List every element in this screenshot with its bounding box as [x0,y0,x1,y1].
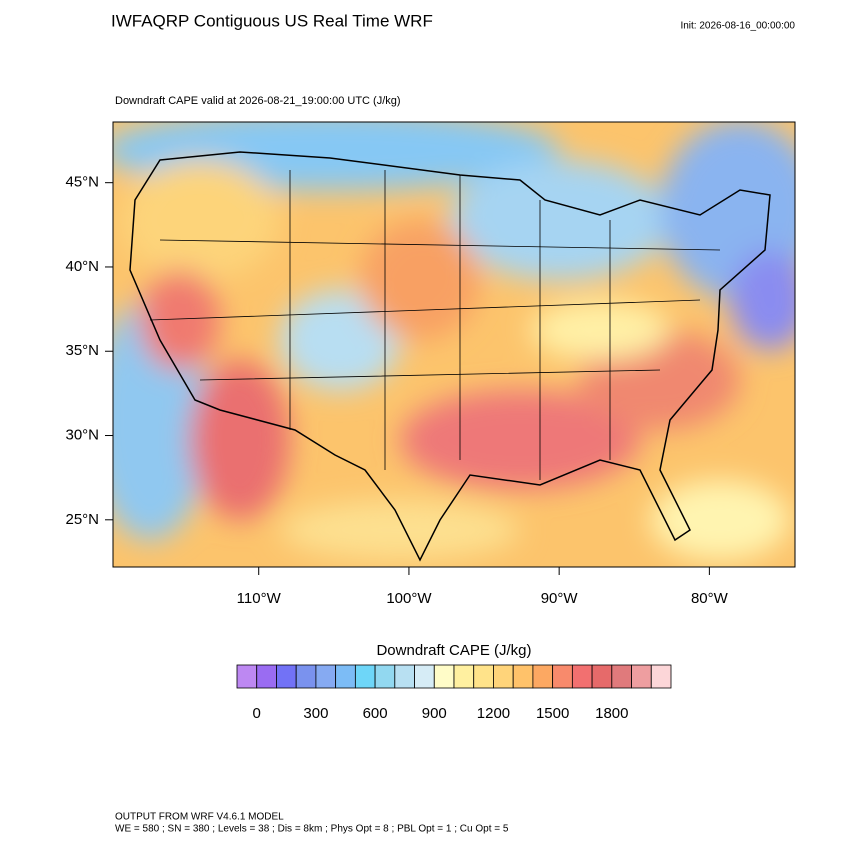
colorbar-tick-label: 300 [303,705,328,722]
colorbar-box [532,664,554,689]
colorbar-box [394,664,415,689]
colorbar-box [295,664,317,689]
x-tick-label: 100°W [386,590,432,607]
x-tick-label: 90°W [541,590,579,607]
colorbar-tick-label: 600 [363,705,388,722]
colorbar-title: Downdraft CAPE (J/kg) [376,642,531,659]
title: IWFAQRP Contiguous US Real Time WRF [111,11,433,30]
colorbar-box [650,664,672,689]
colorbar-box [236,664,258,689]
colorbar-tick-label: 0 [253,705,261,722]
map-axes: 110°W 100°W 90°W 80°W 25°N 30°N 35°N 40°N 45°N [65,174,728,607]
colorbar-box [453,664,475,689]
colorbar: 0 300 600 900 1200 1500 1800 [236,664,672,722]
footer-line: OUTPUT FROM WRF V4.6.1 MODEL [115,812,284,823]
y-tick-label: 35°N [65,342,99,359]
x-tick-label: 110°W [237,590,282,607]
colorbar-box [493,664,514,689]
colorbar-box [552,664,573,689]
colorbar-box [611,664,632,689]
y-tick-label: 45°N [65,174,99,191]
map-frame [112,121,796,568]
map-field [113,122,795,567]
colorbar-tick-label: 1800 [595,705,628,722]
y-tick-label: 25°N [65,511,99,528]
x-tick-label: 80°W [691,590,729,607]
colorbar-box [374,664,396,689]
init-time: Init: 2026-08-16_00:00:00 [680,21,795,32]
colorbar-tick-label: 1500 [536,705,569,722]
colorbar-box [354,664,376,689]
colorbar-box [276,664,297,689]
colorbar-box [315,664,337,689]
colorbar-box [591,664,613,689]
y-tick-label: 30°N [65,426,99,443]
colorbar-tick-label: 1200 [477,705,510,722]
subtitle: Downdraft CAPE valid at 2026-08-21_19:00… [115,95,401,107]
colorbar-box [256,664,277,689]
colorbar-box [512,664,534,689]
colorbar-box [414,664,435,689]
footer-line: WE = 580 ; SN = 380 ; Levels = 38 ; Dis … [115,824,509,835]
colorbar-box [433,664,455,689]
colorbar-box [571,664,593,689]
colorbar-tick-label: 900 [422,705,447,722]
colorbar-box [473,664,494,689]
colorbar-box [335,664,356,689]
y-tick-label: 40°N [65,258,99,275]
colorbar-box [631,664,652,689]
